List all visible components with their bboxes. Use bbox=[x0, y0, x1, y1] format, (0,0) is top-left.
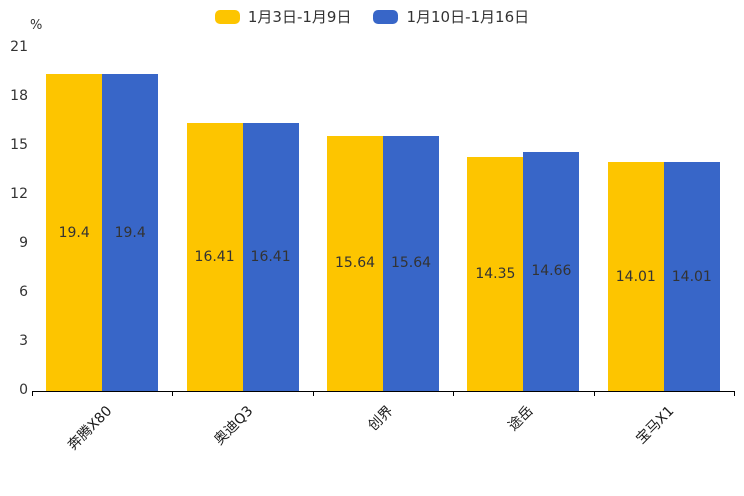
legend: 1月3日-1月9日 1月10日-1月16日 bbox=[0, 8, 744, 26]
bar-value-label: 14.01 bbox=[671, 268, 712, 285]
legend-item-week1[interactable]: 1月3日-1月9日 bbox=[214, 8, 352, 26]
bar-奥迪Q3-series2: 16.41 bbox=[242, 122, 299, 391]
bar-value-label: 14.66 bbox=[531, 263, 572, 280]
x-category-label: 途岳 bbox=[505, 403, 537, 435]
y-tick-label: 0 bbox=[19, 382, 28, 398]
y-tick-label: 6 bbox=[19, 284, 28, 300]
x-category-label: 宝马X1 bbox=[633, 403, 678, 448]
y-tick-label: 18 bbox=[10, 88, 28, 104]
bar-奔腾X80-series1: 19.4 bbox=[46, 74, 103, 391]
legend-item-week2[interactable]: 1月10日-1月16日 bbox=[373, 8, 529, 26]
bar-创界-series2: 15.64 bbox=[383, 135, 439, 391]
bar-途岳-series1: 14.35 bbox=[467, 156, 524, 391]
x-axis-tick bbox=[734, 391, 735, 396]
legend-label-week1: 1月3日-1月9日 bbox=[247, 8, 352, 26]
y-tick-label: 21 bbox=[10, 39, 28, 55]
x-category-label: 奔腾X80 bbox=[65, 403, 116, 454]
y-axis-unit-label: % bbox=[30, 18, 43, 33]
bar-value-label: 19.4 bbox=[114, 224, 146, 241]
x-axis-tick bbox=[312, 391, 314, 396]
y-tick-label: 3 bbox=[19, 333, 28, 349]
bar-宝马X1-series1: 14.01 bbox=[607, 162, 664, 391]
bar-value-label: 14.01 bbox=[615, 268, 656, 285]
bar-value-label: 16.41 bbox=[194, 248, 235, 265]
bar-奥迪Q3-series1: 16.41 bbox=[186, 122, 243, 391]
x-axis-tick bbox=[172, 391, 174, 396]
bar-途岳-series2: 14.66 bbox=[523, 151, 580, 391]
bar-value-label: 14.35 bbox=[475, 265, 516, 282]
legend-swatch-week2-icon bbox=[373, 10, 399, 24]
legend-swatch-week1-icon bbox=[214, 10, 240, 24]
bar-奔腾X80-series2: 19.4 bbox=[102, 74, 159, 391]
y-tick-label: 15 bbox=[10, 137, 28, 153]
x-axis-line bbox=[32, 391, 735, 392]
y-tick-label: 12 bbox=[10, 186, 28, 202]
y-tick-label: 9 bbox=[19, 235, 28, 251]
legend-label-week2: 1月10日-1月16日 bbox=[406, 8, 530, 26]
bar-宝马X1-series2: 14.01 bbox=[663, 162, 720, 391]
x-category-label: 创界 bbox=[365, 403, 397, 435]
bar-value-label: 19.4 bbox=[58, 224, 90, 241]
x-category-label: 奥迪Q3 bbox=[210, 403, 257, 449]
bar-value-label: 15.64 bbox=[390, 255, 432, 272]
bar-value-label: 15.64 bbox=[334, 255, 376, 272]
bar-创界-series1: 15.64 bbox=[327, 135, 383, 391]
bar-value-label: 16.41 bbox=[250, 248, 291, 265]
x-axis-tick bbox=[453, 391, 455, 396]
x-axis-tick bbox=[593, 391, 595, 396]
x-axis-tick bbox=[32, 391, 33, 396]
